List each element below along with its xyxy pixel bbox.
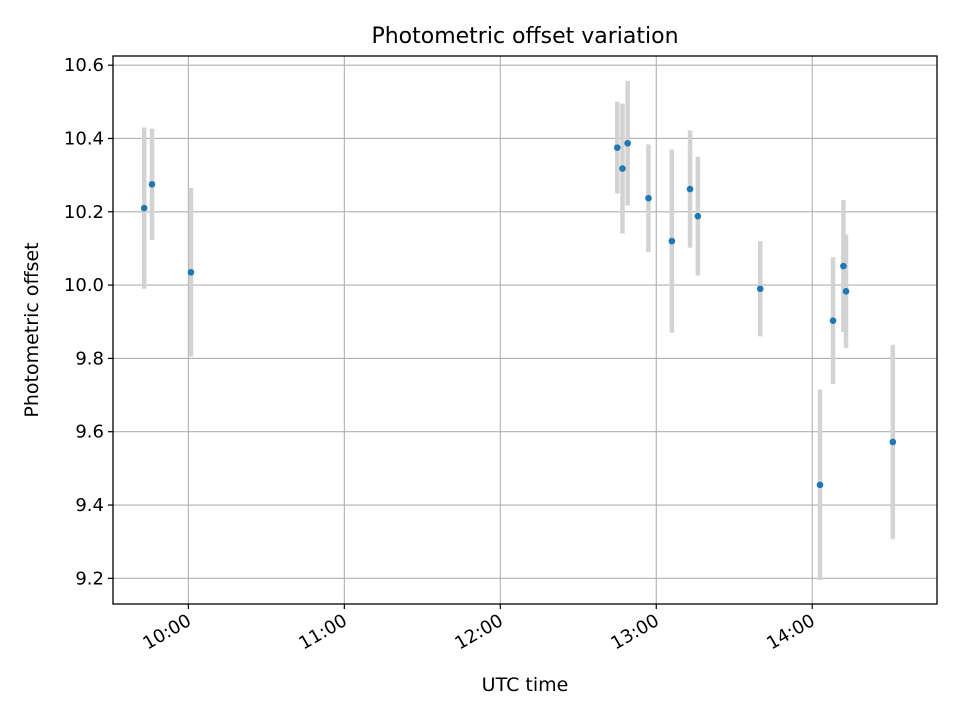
- data-point: [889, 438, 897, 446]
- data-point: [645, 194, 652, 202]
- y-tick-label: 9.8: [75, 348, 104, 369]
- y-tick-label: 10.6: [64, 55, 104, 76]
- data-point: [668, 237, 676, 245]
- data-point: [840, 262, 847, 270]
- grid: [113, 56, 937, 604]
- data-point: [613, 144, 621, 151]
- data-point: [619, 165, 626, 172]
- data-point: [140, 204, 148, 212]
- data-point: [816, 481, 824, 489]
- data-point: [756, 285, 764, 293]
- y-tick-label: 9.6: [75, 422, 104, 443]
- data-point: [624, 139, 631, 147]
- data-point: [148, 180, 156, 188]
- data-point: [686, 185, 694, 193]
- data-point: [842, 288, 850, 295]
- chart-title: Photometric offset variation: [371, 24, 678, 49]
- data-point: [187, 268, 195, 276]
- data-point: [829, 317, 837, 324]
- y-tick-label: 9.4: [75, 495, 104, 516]
- y-axis-ticks: 9.2 9.4 9.6 9.8 10.0 10.2 10.4 10.6: [64, 55, 113, 589]
- y-tick-label: 10.2: [64, 202, 104, 223]
- x-axis-label: UTC time: [482, 674, 569, 696]
- y-tick-label: 9.2: [75, 568, 104, 589]
- y-tick-label: 10.0: [64, 275, 104, 296]
- y-axis-label: Photometric offset: [21, 242, 43, 417]
- data-point: [694, 212, 702, 220]
- y-tick-label: 10.4: [64, 128, 104, 149]
- plot-frame: [112, 55, 938, 605]
- data-points: [140, 139, 897, 489]
